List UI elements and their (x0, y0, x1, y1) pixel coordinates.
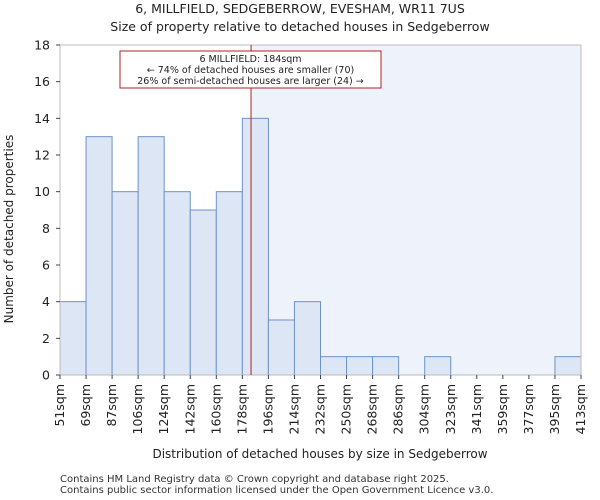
y-tick-label: 16 (34, 74, 50, 89)
x-tick-label: 124sqm (156, 384, 171, 434)
annotation-box (119, 50, 382, 89)
y-tick-label: 12 (34, 148, 50, 163)
bar-214sqm (293, 301, 322, 376)
x-tick-label: 395sqm (547, 384, 562, 434)
bar-196sqm (267, 319, 295, 376)
bar-160sqm (215, 191, 243, 376)
y-tick-label: 8 (42, 221, 50, 236)
annotation-line-3: 26% of semi-detached houses are larger (… (137, 76, 364, 87)
y-tick-label: 6 (42, 258, 50, 273)
y-tick-label: 10 (34, 184, 50, 199)
footer-copyright: Contains HM Land Registry data © Crown c… (60, 474, 449, 485)
x-tick-label: 413sqm (573, 384, 588, 434)
y-tick-label: 0 (42, 368, 50, 383)
x-tick-label: 323sqm (443, 384, 458, 434)
bar-124sqm (163, 191, 191, 376)
x-tick-label: 142sqm (182, 384, 197, 434)
x-tick-label: 51sqm (52, 384, 67, 427)
bar-69sqm (85, 136, 113, 376)
footer-licence: Contains public sector information licen… (60, 485, 494, 496)
bar-250sqm (346, 356, 374, 376)
x-tick-label: 304sqm (417, 384, 432, 434)
x-tick-label: 268sqm (365, 384, 380, 434)
x-tick-label: 377sqm (521, 384, 536, 434)
annotation-line-1: 6 MILLFIELD: 184sqm (199, 54, 301, 65)
bar-87sqm (111, 191, 139, 376)
x-tick-label: 286sqm (391, 384, 406, 434)
x-tick-label: 214sqm (286, 384, 301, 434)
y-tick-label: 14 (34, 111, 50, 126)
bar-268sqm (372, 356, 400, 376)
bar-232sqm (320, 356, 348, 376)
y-tick-label: 4 (42, 294, 50, 309)
x-tick-label: 359sqm (495, 384, 510, 434)
bar-395sqm (554, 356, 582, 376)
x-tick-label: 178sqm (234, 384, 249, 434)
x-tick-label: 232sqm (313, 384, 328, 434)
bar-106sqm (137, 136, 165, 376)
histogram-chart: 0 2 4 6 8 10 12 14 16 18 51sqm 69sqm 87sqm 106sqm 124s… (2, 38, 588, 462)
bar-178sqm (241, 117, 269, 376)
y-tick-label: 2 (42, 331, 50, 346)
chart-title: 6, MILLFIELD, SEDGEBERROW, EVESHAM, WR11… (135, 1, 465, 16)
x-tick-label: 106sqm (130, 384, 145, 434)
x-tick-label: 69sqm (78, 384, 93, 427)
y-axis-label: Number of detached properties (2, 135, 16, 324)
bar-51sqm (59, 301, 87, 376)
x-tick-label: 250sqm (339, 384, 354, 434)
x-tick-label: 87sqm (104, 384, 119, 427)
x-tick-label: 196sqm (260, 384, 275, 434)
y-tick-label: 18 (34, 38, 50, 53)
x-tick-label: 341sqm (469, 384, 484, 434)
x-tick-label: 160sqm (208, 384, 223, 434)
chart-subtitle: Size of property relative to detached ho… (110, 19, 490, 34)
bar-304sqm (424, 356, 452, 376)
annotation-line-2: ← 74% of detached houses are smaller (70… (147, 65, 354, 76)
bar-142sqm (189, 209, 217, 376)
x-axis-label: Distribution of detached houses by size … (152, 447, 487, 461)
